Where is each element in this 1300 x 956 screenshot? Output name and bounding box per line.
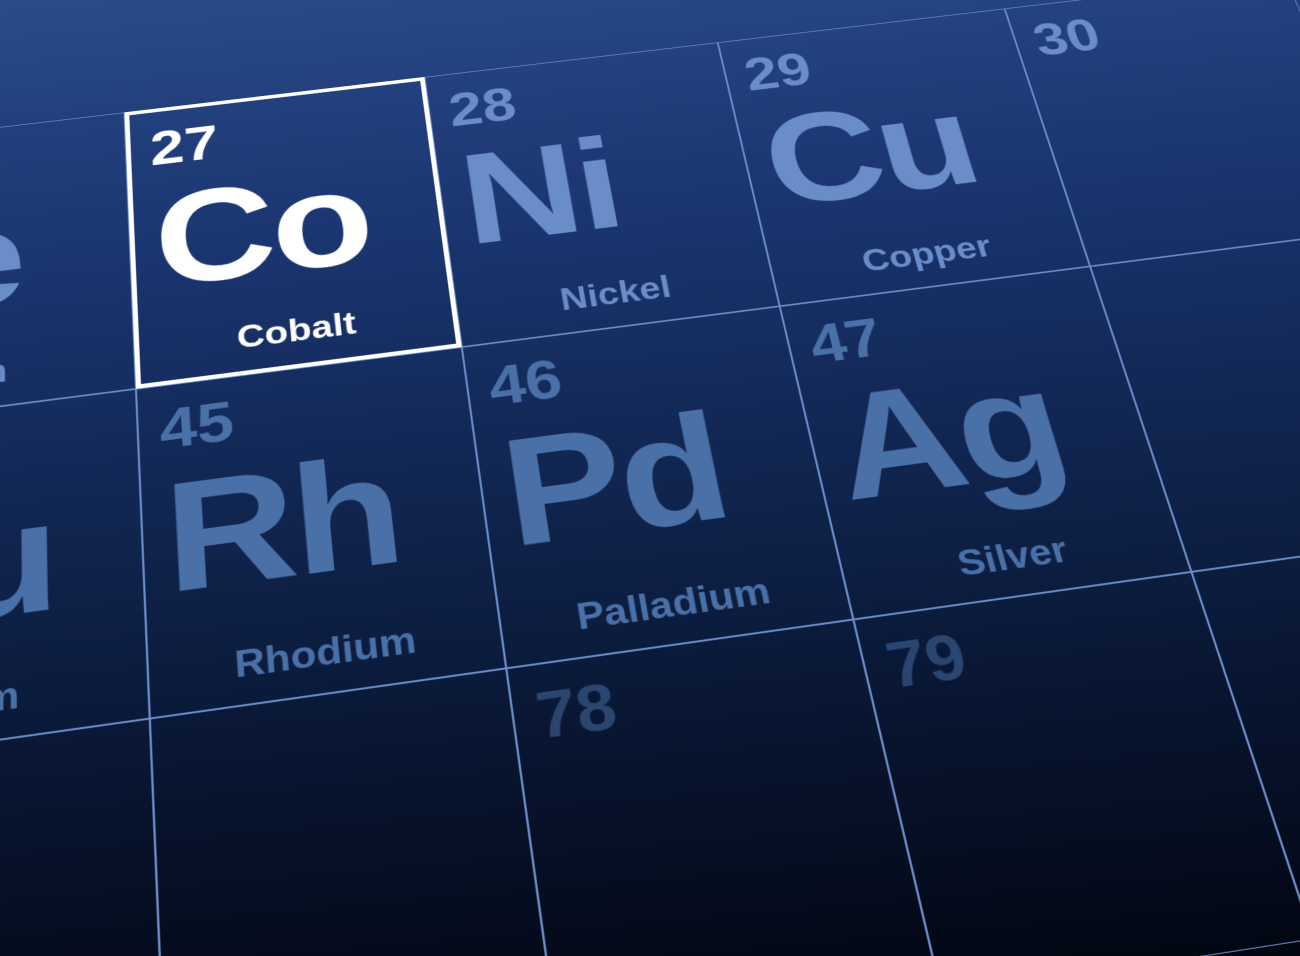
element-cell-ru: 44 Ru nium (0, 389, 150, 770)
atomic-number: 30 (1026, 9, 1107, 66)
atomic-number: 78 (531, 669, 621, 754)
element-symbol: Ru (0, 478, 57, 668)
element-symbol: Cu (752, 79, 990, 227)
element-cell-fe: 26 Fe Iron (0, 112, 136, 431)
element-cell-co-highlight: 27 Co Cobalt (124, 77, 461, 389)
element-grid: 26 Fe Iron 27 Co Cobalt 28 Ni Nickel 29 … (0, 0, 1300, 956)
atomic-number: 79 (879, 620, 974, 703)
element-symbol: Pd (494, 392, 738, 571)
element-symbol: Ni (453, 120, 629, 265)
element-symbol: Fe (0, 191, 23, 347)
element-symbol: Co (151, 153, 375, 308)
element-name (1187, 509, 1300, 555)
element-symbol: Ag (818, 349, 1079, 525)
element-symbol: Rh (161, 434, 406, 619)
element-cell-rh: 45 Rh Rhodium (136, 347, 506, 719)
periodic-table-viewport: 26 Fe Iron 27 Co Cobalt 28 Ni Nickel 29 … (0, 0, 1300, 956)
element-cell-ni: 28 Ni Nickel (424, 42, 779, 347)
element-cell-os-partial (0, 719, 167, 956)
element-cell-ir-partial (150, 668, 560, 956)
